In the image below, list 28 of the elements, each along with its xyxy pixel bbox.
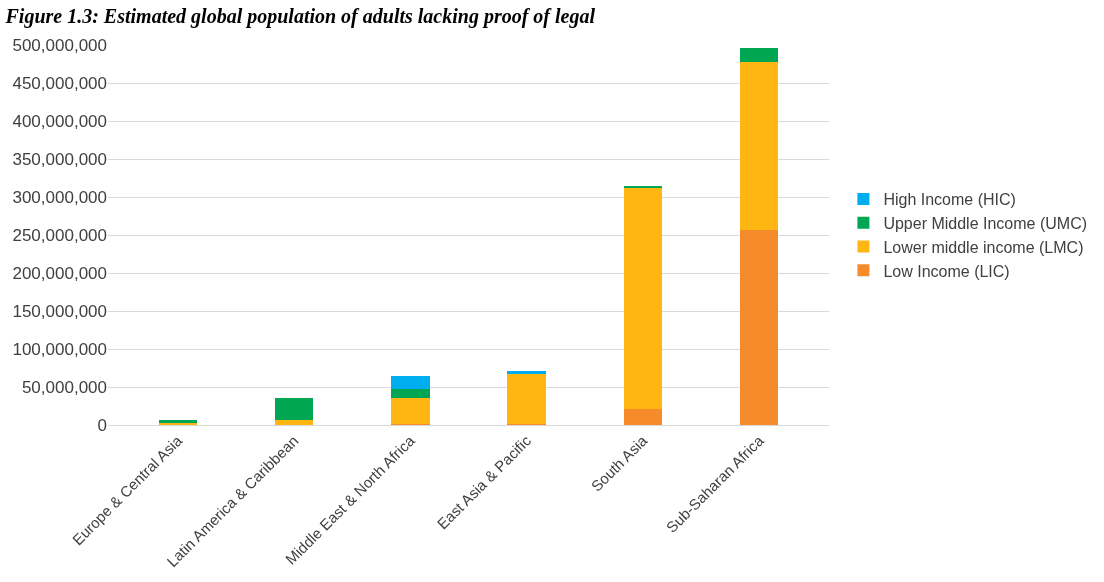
bar xyxy=(740,230,779,425)
legend-label: Low Income (LIC) xyxy=(883,262,1010,280)
y-tick-label: 100,000,000 xyxy=(12,339,107,359)
bar xyxy=(623,409,663,425)
y-tick-label: 150,000,000 xyxy=(12,301,107,321)
bar xyxy=(391,375,430,390)
bar xyxy=(623,187,663,410)
y-tick-label: 0 xyxy=(97,415,107,435)
y-tick-label: 450,000,000 xyxy=(12,73,107,93)
y-tick-label: 250,000,000 xyxy=(12,225,107,245)
bar xyxy=(274,420,314,425)
bar xyxy=(391,397,430,425)
y-tick-label: 500,000,000 xyxy=(12,35,107,55)
legend-label: Upper Middle Income (UMC) xyxy=(883,214,1088,232)
chart-title: Figure 1.3: Estimated global population of adults lacking proof of legal xyxy=(4,4,596,28)
bar xyxy=(740,62,779,231)
y-tick-label: 350,000,000 xyxy=(12,149,107,169)
y-tick-label: 200,000,000 xyxy=(12,263,107,283)
legend-label: Lower middle income (LMC) xyxy=(883,238,1084,256)
bar xyxy=(274,398,314,421)
bar xyxy=(740,48,779,63)
legend-label: High Income (HIC) xyxy=(883,191,1016,209)
bar xyxy=(507,374,546,425)
y-tick-label: 400,000,000 xyxy=(12,111,107,131)
bar xyxy=(391,389,430,398)
y-tick-label: 300,000,000 xyxy=(12,187,107,207)
y-tick-label: 50,000,000 xyxy=(21,377,107,397)
bar xyxy=(507,371,546,375)
